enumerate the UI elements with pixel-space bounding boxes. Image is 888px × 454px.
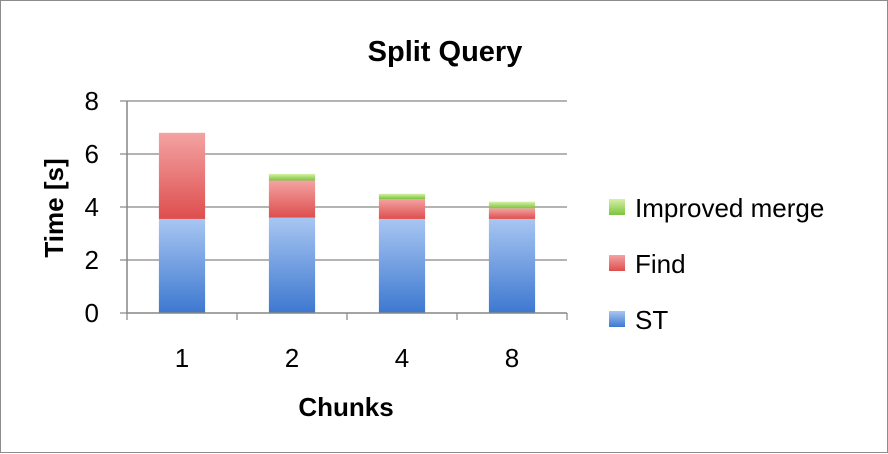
legend-swatch-find: [609, 255, 625, 271]
bar-improved-merge-2: [268, 173, 316, 181]
x-tick-label: 8: [505, 343, 519, 373]
bar-st-4: [378, 218, 426, 313]
bars: [158, 132, 536, 313]
bar-find-4: [378, 199, 426, 219]
y-tick-label: 8: [85, 86, 99, 116]
legend-swatch-improved-merge: [609, 199, 625, 215]
bar-st-8: [488, 218, 536, 313]
bar-st-1: [158, 218, 206, 313]
x-axis-ticks: 1 2 4 8: [126, 313, 568, 373]
x-tick-label: 4: [395, 343, 409, 373]
y-tick-label: 0: [85, 298, 99, 328]
chart-title: Split Query: [368, 36, 523, 68]
y-tick-label: 4: [85, 192, 99, 222]
bar-improved-merge-4: [378, 193, 426, 200]
y-axis-ticks: 0 2 4 6 8: [85, 86, 99, 328]
x-axis-title: Chunks: [298, 392, 393, 422]
legend-label-st: ST: [635, 305, 668, 335]
bar-find-8: [488, 208, 536, 219]
bar-improved-merge-8: [488, 201, 536, 209]
legend-label-improved-merge: Improved merge: [635, 193, 824, 223]
bar-find-2: [268, 180, 316, 218]
legend: Improved merge Find ST: [609, 193, 824, 335]
y-tick-label: 6: [85, 139, 99, 169]
bar-st-2: [268, 217, 316, 313]
y-tick-label: 2: [85, 245, 99, 275]
legend-label-find: Find: [635, 249, 686, 279]
x-tick-label: 1: [175, 343, 189, 373]
x-tick-label: 2: [285, 343, 299, 373]
legend-swatch-st: [609, 311, 625, 327]
bar-find-1: [158, 132, 206, 219]
y-axis-title: Time [s]: [39, 158, 69, 257]
